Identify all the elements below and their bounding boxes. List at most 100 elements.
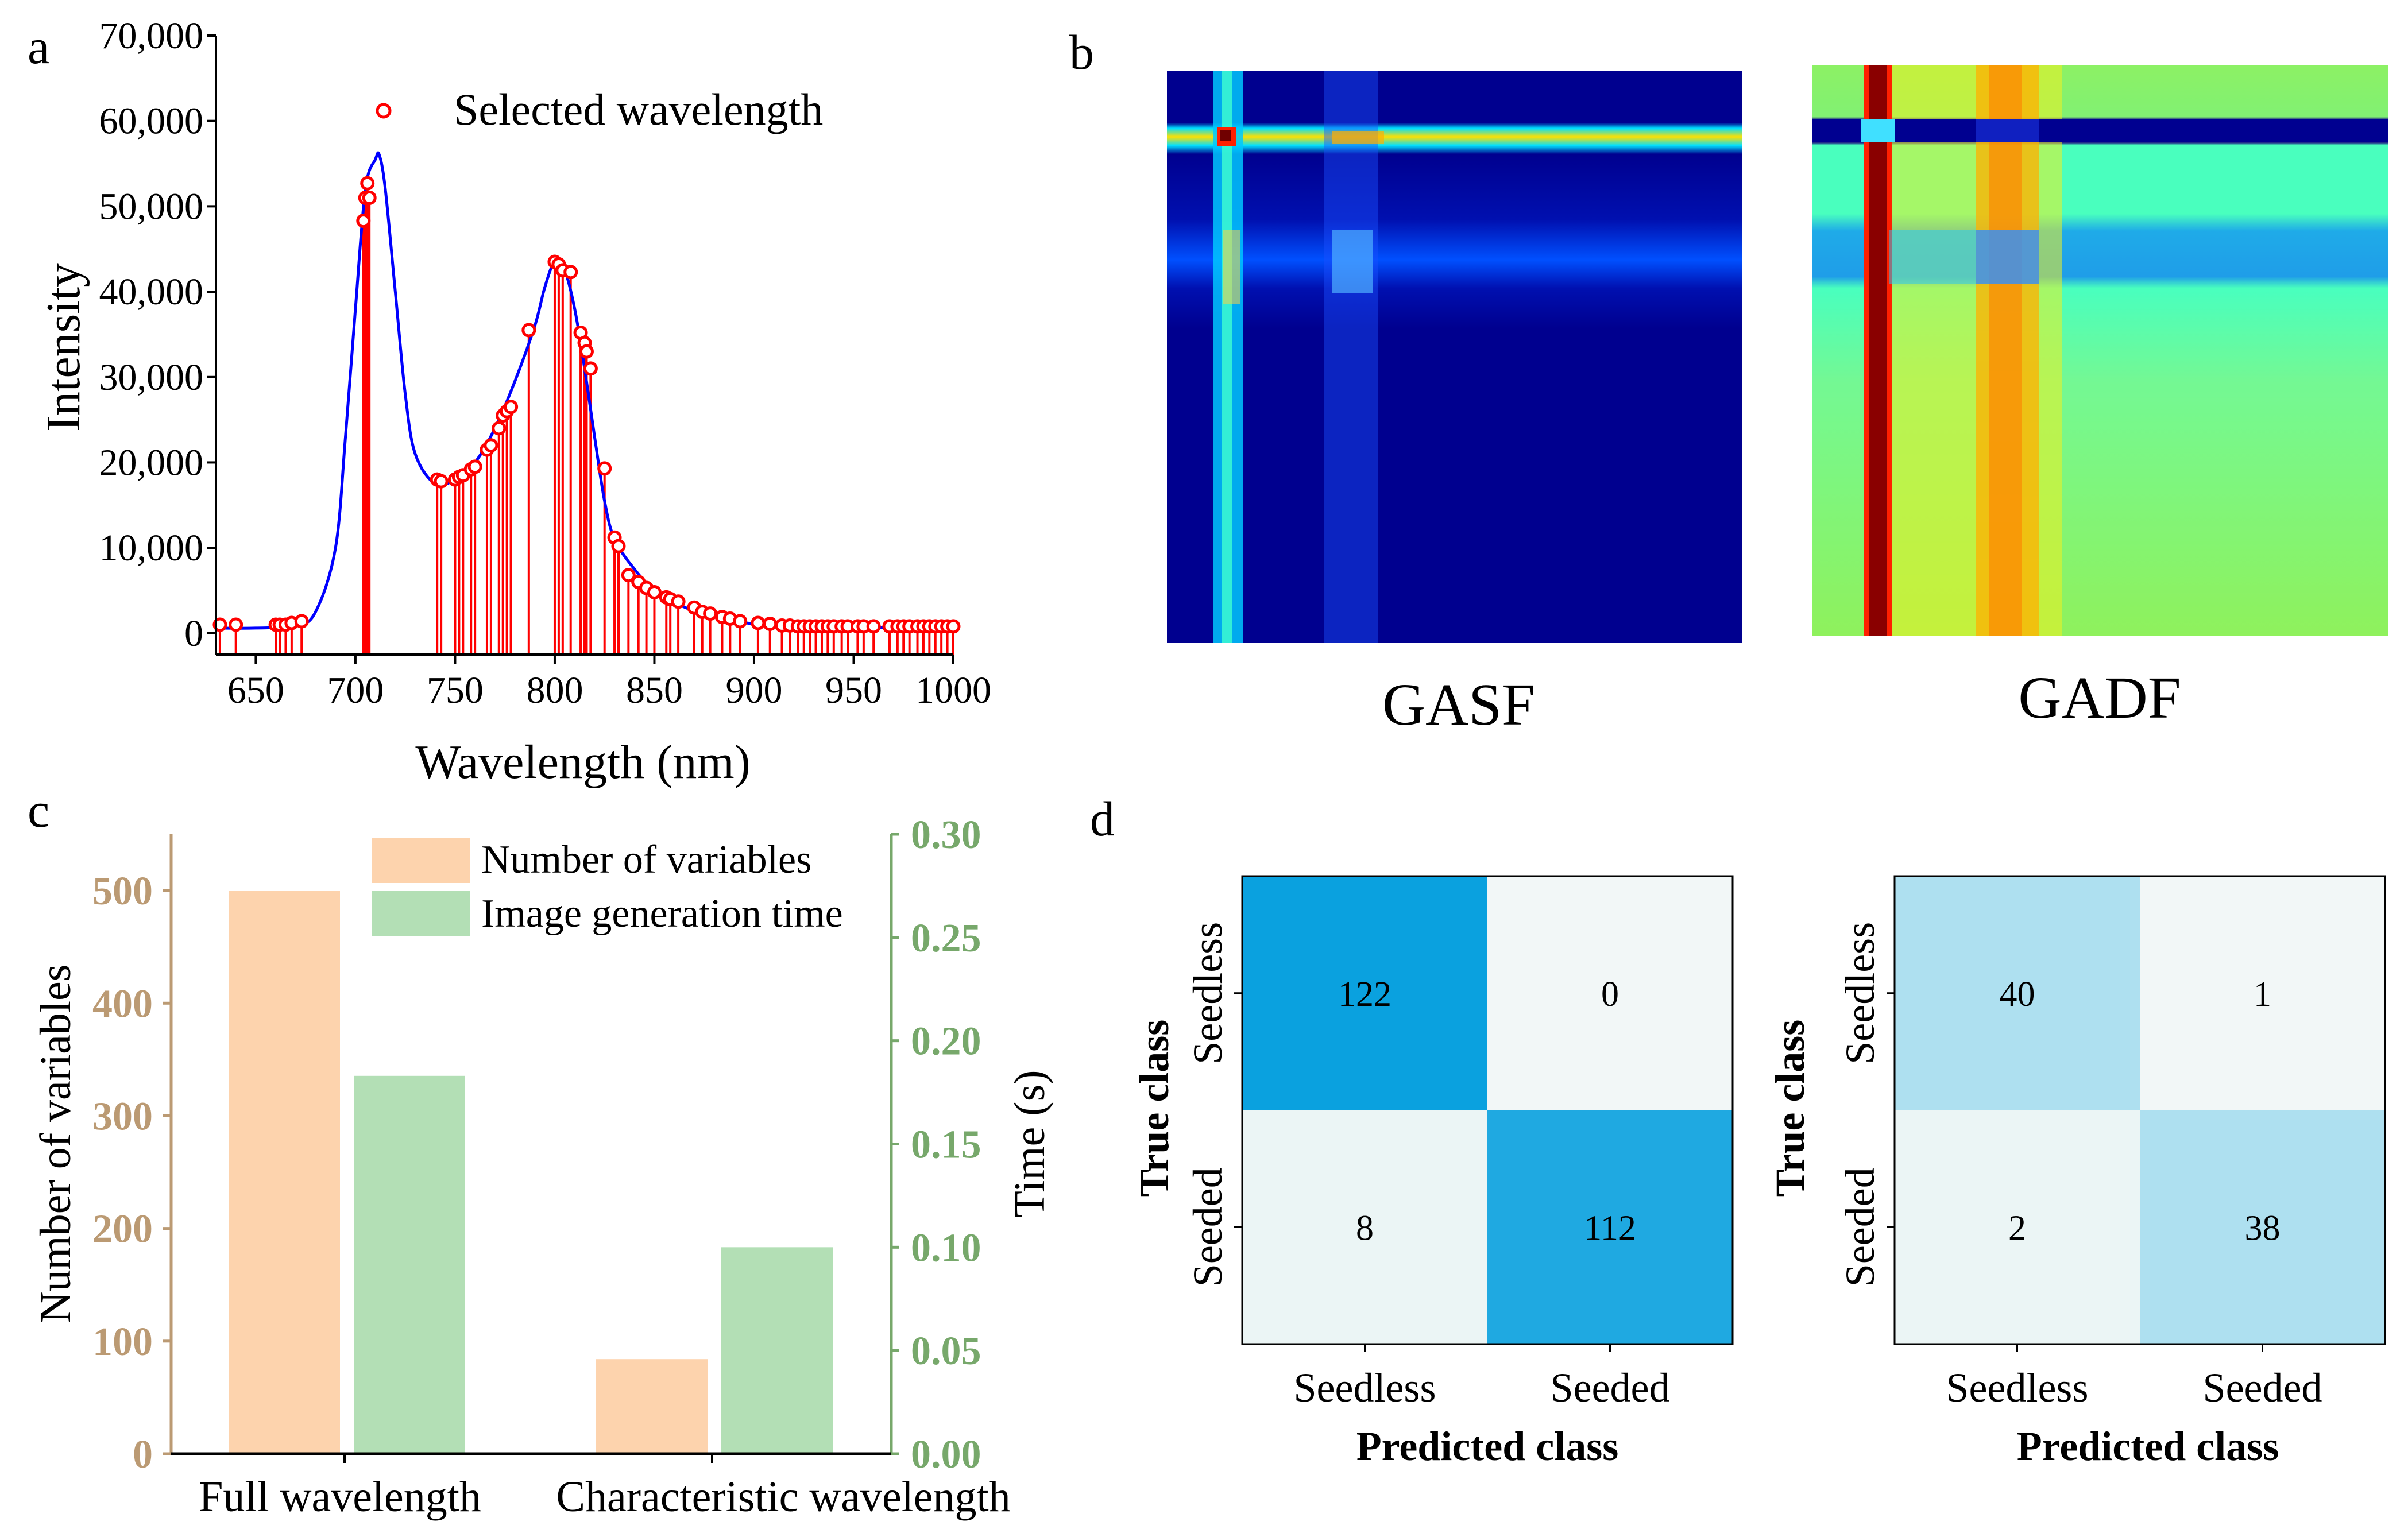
bar-number-of-variables [229, 891, 340, 1454]
right-tick-label: 0.20 [911, 1020, 981, 1064]
selected-wavelength-marker [866, 619, 881, 634]
confusion-matrix-2: 40 1 2 38 Seedless Seeded Seedless Seeded [1837, 875, 2386, 1411]
y-tick-label: 20,000 [99, 442, 204, 483]
selected-wavelength-marker [583, 361, 598, 376]
bar-number-of-variables [596, 1359, 708, 1454]
time-y-label: Time (s) [1006, 1070, 1054, 1218]
y-tick-label: 50,000 [99, 185, 204, 227]
right-tick-label: 0.25 [911, 916, 981, 961]
variables-x-ticks: Full wavelength Characteristic wavelength [199, 1454, 1011, 1521]
right-tick-label: 0.30 [911, 813, 981, 857]
confusion-matrix-1: 122 0 8 112 Seedless Seeded Seedless Seeded [1185, 875, 1734, 1411]
right-tick-label: 0.10 [911, 1226, 981, 1270]
spectrum-y-ticks: 0 10,000 20,000 30,000 40,000 50,000 60,000 70,… [99, 15, 216, 655]
spectrum-y-label: Intensity [37, 263, 90, 432]
cm-col-label: Seeded [1551, 1365, 1670, 1411]
cm-cell-value: 8 [1356, 1209, 1374, 1248]
cm-row-label: Seedless [1837, 922, 1883, 1064]
cm-cell [1242, 876, 1487, 1110]
cm-cell-value: 38 [2245, 1209, 2281, 1248]
y-tick-label: 40,000 [99, 271, 204, 313]
cm-cell-value: 0 [1601, 975, 1619, 1014]
x-tick-label: 950 [825, 669, 882, 711]
left-tick-label: 100 [92, 1320, 153, 1364]
legend-marker-selected [376, 103, 392, 119]
cm-cell [1487, 1110, 1733, 1344]
gaf-images: GASF GADF [1167, 65, 2388, 738]
cm-cell-value: 40 [2000, 975, 2035, 1014]
selected-wavelength-marker [356, 214, 371, 229]
cm-row-label: Seeded [1185, 1167, 1231, 1287]
cm-cell [1487, 876, 1733, 1110]
variables-time-legend: Number of variables Image generation tim… [372, 838, 843, 936]
x-tick-label: 750 [427, 669, 484, 711]
spectrum-legend: Selected wavelength [376, 84, 823, 134]
variables-time-bars [229, 891, 833, 1454]
legend-label-selected: Selected wavelength [454, 84, 823, 134]
right-tick-label: 0.05 [911, 1329, 981, 1373]
cm-col-label: Seeded [2203, 1365, 2322, 1411]
x-tick-label: 700 [327, 669, 384, 711]
x-tick-label: 850 [626, 669, 683, 711]
left-tick-label: 200 [92, 1207, 153, 1252]
variables-y-label: Number of variables [32, 965, 80, 1323]
left-tick-label: 300 [92, 1094, 153, 1139]
cm-cell-value: 112 [1584, 1209, 1636, 1248]
variables-time-chart: 0 100 200 300 400 500 0.00 0.05 0.10 0.15 0.20 0.2… [32, 813, 1054, 1521]
selected-wavelength-marker [611, 539, 626, 553]
spectrum-x-ticks: 650 700 750 800 850 900 950 1000 [227, 655, 991, 711]
confusion-matrices: 122 0 8 112 Seedless Seeded Seedless Seeded 40 1… [1131, 875, 2386, 1469]
x-tick-label: Full wavelength [199, 1473, 481, 1521]
x-tick-label: Characteristic wavelength [556, 1473, 1010, 1521]
cm-cell [1895, 876, 2140, 1110]
selected-wavelength-marker [733, 614, 748, 629]
selected-wavelength-marker [763, 616, 778, 631]
left-tick-label: 500 [92, 869, 153, 913]
selected-wavelength-marker [751, 615, 766, 630]
cm-cell-value: 2 [2008, 1209, 2026, 1248]
legend-swatch-time [372, 891, 470, 936]
x-tick-label: 1000 [915, 669, 991, 711]
selected-wavelength-marker [671, 594, 686, 609]
y-tick-label: 0 [184, 613, 203, 655]
selected-wavelength-marker [621, 568, 636, 583]
x-tick-label: 650 [227, 669, 284, 711]
bar-image-generation-time [721, 1247, 833, 1454]
selected-wavelength-marker [597, 461, 612, 476]
cm-cell [2140, 876, 2385, 1110]
time-right-ticks: 0.00 0.05 0.10 0.15 0.20 0.25 0.30 [891, 813, 981, 1477]
selected-wavelength-marker [229, 617, 243, 632]
cm-col-label: Seedless [1294, 1365, 1436, 1411]
selected-wavelength-marker [563, 265, 578, 280]
cm-frame [1893, 875, 2386, 1345]
spectrum-axes [215, 36, 953, 656]
selected-wavelength-marker [434, 474, 449, 489]
cm-row-label: Seedless [1185, 922, 1231, 1064]
y-tick-label: 70,000 [99, 15, 204, 57]
selected-wavelength-marker [492, 421, 507, 436]
spectrum-chart: 650 700 750 800 850 900 950 1000 0 10,000 20,000 3… [37, 15, 991, 789]
gadf-image [1812, 65, 2388, 636]
selected-wavelength-marker [467, 459, 482, 474]
cm2-x-label: Predicted class [2017, 1423, 2279, 1469]
right-tick-label: 0.15 [911, 1123, 981, 1167]
selected-wavelength-marker [647, 584, 662, 599]
panel-label-a: a [28, 19, 49, 74]
panel-label-c: c [28, 783, 49, 838]
gasf-label: GASF [1382, 672, 1535, 738]
cm-row-label: Seeded [1837, 1167, 1883, 1287]
cm-cell [2140, 1110, 2385, 1344]
y-tick-label: 30,000 [99, 357, 204, 398]
legend-label-time: Image generation time [481, 892, 843, 936]
selected-wavelength-marker [362, 191, 377, 206]
y-tick-label: 10,000 [99, 527, 204, 569]
selected-wavelength-marker [579, 344, 594, 359]
selected-wavelength-marker [521, 323, 536, 338]
cm-cell [1242, 1110, 1487, 1344]
selected-wavelength-marker [484, 438, 498, 453]
gasf-image [1167, 71, 1742, 643]
selected-wavelength-markers [212, 176, 961, 634]
selected-wavelength-marker [703, 606, 718, 621]
cm1-y-label: True class [1131, 1020, 1177, 1197]
